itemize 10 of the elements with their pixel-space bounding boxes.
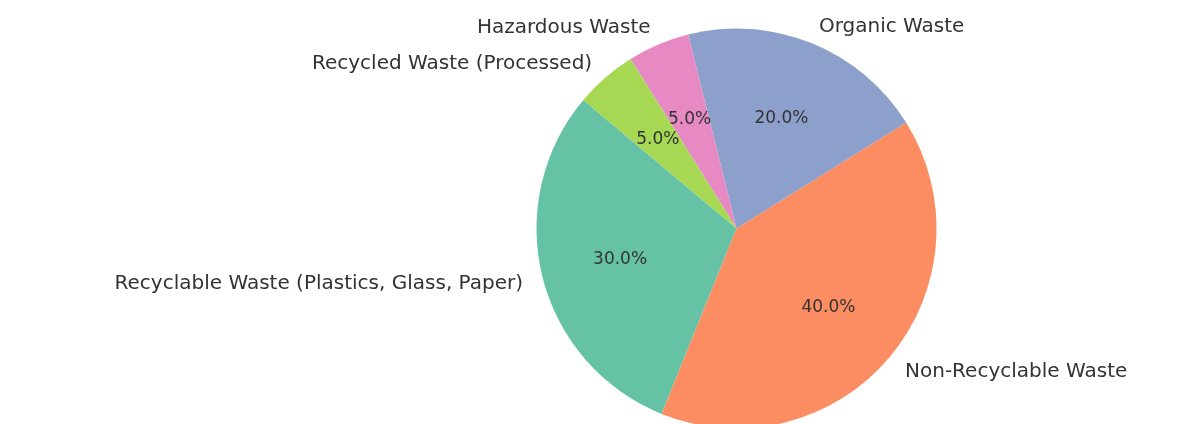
data-label: 5.0% <box>668 108 712 129</box>
slice-label: Recycled Waste (Processed) <box>311 50 593 75</box>
slice-label: Hazardous Waste <box>476 13 651 38</box>
slice-label: Non-Recyclable Waste <box>905 357 1128 382</box>
slice-label: Organic Waste <box>818 12 965 37</box>
data-label: 5.0% <box>636 127 680 148</box>
data-label: 20.0% <box>754 107 809 128</box>
data-label: 30.0% <box>593 247 648 268</box>
slice-label: Recyclable Waste (Plastics, Glass, Paper) <box>114 269 524 294</box>
data-label: 40.0% <box>801 295 856 316</box>
